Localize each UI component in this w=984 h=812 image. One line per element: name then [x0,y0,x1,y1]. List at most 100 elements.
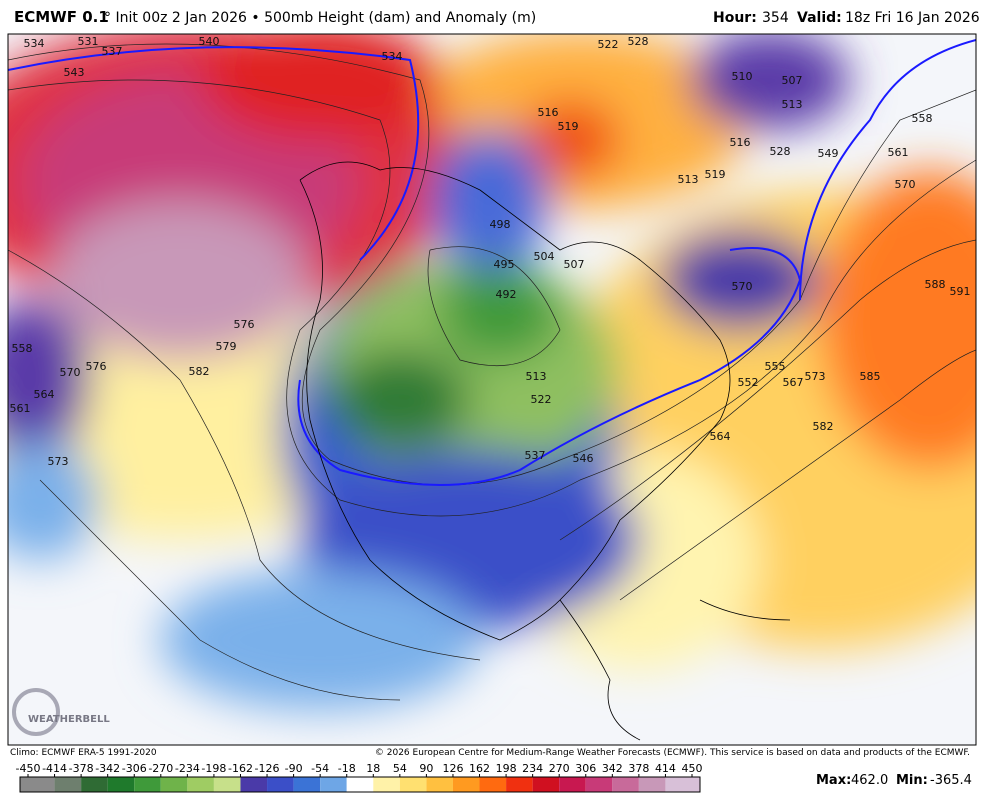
colorbar-label: 54 [393,762,407,775]
map-frame [7,33,977,746]
contour-label: 585 [860,370,881,383]
colorbar-bin [426,777,453,792]
contour-label: 570 [895,178,916,191]
colorbar-end [20,777,28,792]
colorbar-bin [187,777,214,792]
colorbar-label: -270 [148,762,173,775]
copyright: © 2026 European Centre for Medium-Range … [375,748,970,758]
valid-value: 18z Fri 16 Jan 2026 [845,10,980,26]
contour-label: 516 [730,136,751,149]
contour-label: 546 [573,452,594,465]
colorbar: -450 -414 -378 -342 -306 -270 -234 -198 -162 -126… [16,762,703,793]
colorbar-end [692,777,700,792]
contour-label: 552 [738,376,759,389]
colorbar-frame [19,776,701,793]
colorbar-label: 342 [602,762,623,775]
colorbar-label: 198 [496,762,517,775]
colorbar-bin [399,777,427,792]
logo: WEATHERBELL [12,688,110,736]
valid-label: Valid: [797,10,842,26]
colorbar-bin [479,777,507,792]
contour-label: 534 [24,37,45,50]
min-value: -365.4 [930,773,972,788]
contour-label: 507 [564,258,585,271]
contour-label: 507 [782,74,803,87]
colorbar-bin [665,777,692,792]
contour-label: 573 [48,455,69,468]
colorbar-bin [240,777,268,792]
colorbar-label: -90 [285,762,303,775]
contour-label: 519 [705,168,726,181]
colorbar-bin [638,777,666,792]
colorbar-label: -414 [42,762,67,775]
contour-label: 498 [490,218,511,231]
colorbar-bin [107,777,135,792]
colorbar-label: 126 [442,762,463,775]
colorbar-bin [293,777,321,792]
contour-label: 570 [60,366,81,379]
max-value: 462.0 [851,773,888,788]
contour-label: 558 [12,342,33,355]
contour-label: 531 [78,35,99,48]
contour-label: 588 [925,278,946,291]
colorbar-bin [559,777,586,792]
contour-label: 567 [783,376,804,389]
colorbar-bin [213,777,241,792]
colorbar-label: -162 [228,762,253,775]
contour-label: 549 [818,147,839,160]
colorbar-label: -126 [255,762,280,775]
contour-label: 534 [382,50,403,63]
climo-note: Climo: ECMWF ERA-5 1991-2020 [10,748,157,758]
colorbar-label: 414 [655,762,676,775]
hour-value: 354 [762,10,789,26]
colorbar-label: -306 [122,762,147,775]
colorbar-label: -198 [201,762,226,775]
colorbar-label: -378 [69,762,94,775]
contour-540-east [799,39,976,301]
contour-label: 570 [732,280,753,293]
colorbar-bin [134,777,161,792]
contour-label: 579 [216,340,237,353]
coastlines [299,161,791,741]
contour-label: 561 [10,402,31,415]
contour-label: 564 [34,388,55,401]
colorbar-label: -18 [338,762,356,775]
contour-label: 513 [526,370,547,383]
colorbar-label: 450 [682,762,703,775]
contour-label: 582 [813,420,834,433]
contour-540-north [8,46,420,261]
colorbar-label: -450 [16,762,41,775]
contour-label: 573 [805,370,826,383]
contour-label: 519 [558,120,579,133]
contour-label: 558 [912,112,933,125]
contour-label: 576 [234,318,255,331]
contour-label: 576 [86,360,107,373]
contour-label: 504 [534,250,555,263]
colorbar-bin [54,777,82,792]
contour-label: 528 [628,35,649,48]
colorbar-label: 18 [366,762,380,775]
colorbar-label: 90 [419,762,433,775]
model-name: ECMWF 0.1 [14,8,109,26]
contour-label: 528 [770,145,791,158]
colorbar-label: -234 [175,762,200,775]
contour-label: 513 [782,98,803,111]
colorbar-bin [585,777,613,792]
init-text: ° Init 00z 2 Jan 2026 • 500mb Height (da… [104,10,536,26]
colorbar-label: 162 [469,762,490,775]
colorbar-bin [346,777,374,792]
colorbar-bin [160,777,188,792]
colorbar-label: 270 [549,762,570,775]
anomaly-field [8,34,976,710]
contour-label: 564 [710,430,731,443]
colorbar-label: 234 [522,762,543,775]
colorbar-bin [373,777,400,792]
contour-label: 495 [494,258,515,271]
colorbar-bin [532,777,560,792]
colorbar-label: 378 [628,762,649,775]
contour-label: 543 [64,66,85,79]
contour-label: 516 [538,106,559,119]
